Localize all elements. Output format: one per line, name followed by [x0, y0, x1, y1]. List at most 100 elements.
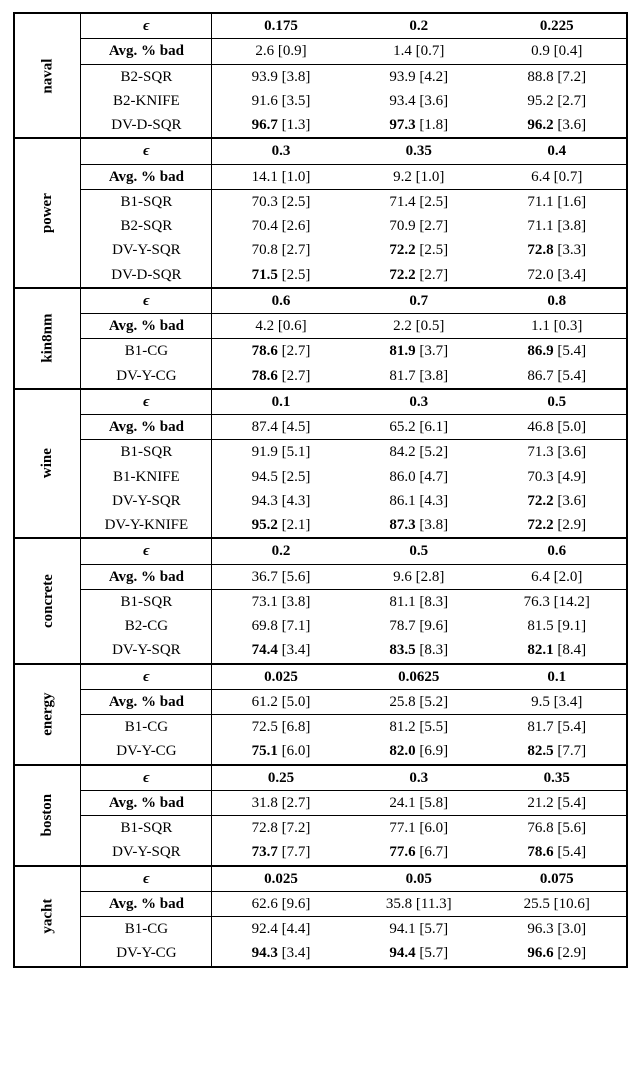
method-name: DV-D-SQR — [81, 263, 212, 288]
result-cell: 81.7 [3.8] — [350, 364, 488, 389]
result-cell: 82.5 [7.7] — [488, 739, 627, 764]
method-name: B1-CG — [81, 715, 212, 740]
avg-bad-value: 24.1 [5.8] — [350, 790, 488, 815]
result-cell: 72.0 [3.4] — [488, 263, 627, 288]
method-name: B1-SQR — [81, 440, 212, 465]
result-cell: 86.0 [4.7] — [350, 465, 488, 489]
eps-value: 0.5 — [350, 538, 488, 564]
result-cell: 75.1 [6.0] — [212, 739, 350, 764]
eps-value: 0.3 — [350, 389, 488, 415]
result-cell: 71.4 [2.5] — [350, 189, 488, 214]
result-cell: 81.5 [9.1] — [488, 614, 627, 638]
result-cell: 81.1 [8.3] — [350, 589, 488, 614]
result-cell: 76.3 [14.2] — [488, 589, 627, 614]
eps-value: 0.025 — [212, 664, 350, 690]
result-cell: 86.9 [5.4] — [488, 339, 627, 364]
method-name: DV-Y-SQR — [81, 638, 212, 663]
result-cell: 71.1 [1.6] — [488, 189, 627, 214]
result-cell: 78.6 [5.4] — [488, 840, 627, 865]
result-cell: 97.3 [1.8] — [350, 113, 488, 138]
dataset-label: wine — [14, 389, 81, 539]
result-cell: 88.8 [7.2] — [488, 64, 627, 89]
avg-bad-label: Avg. % bad — [81, 891, 212, 916]
avg-bad-value: 36.7 [5.6] — [212, 564, 350, 589]
avg-bad-value: 87.4 [4.5] — [212, 415, 350, 440]
eps-value: 0.0625 — [350, 664, 488, 690]
result-cell: 74.4 [3.4] — [212, 638, 350, 663]
eps-value: 0.3 — [350, 765, 488, 791]
eps-label: ϵ — [81, 866, 212, 892]
result-cell: 77.1 [6.0] — [350, 816, 488, 841]
result-cell: 78.6 [2.7] — [212, 339, 350, 364]
method-name: B2-KNIFE — [81, 89, 212, 113]
result-cell: 81.9 [3.7] — [350, 339, 488, 364]
eps-label: ϵ — [81, 664, 212, 690]
result-cell: 93.4 [3.6] — [350, 89, 488, 113]
result-cell: 94.4 [5.7] — [350, 941, 488, 966]
result-cell: 78.6 [2.7] — [212, 364, 350, 389]
eps-value: 0.1 — [488, 664, 627, 690]
eps-value: 0.2 — [350, 13, 488, 39]
avg-bad-value: 31.8 [2.7] — [212, 790, 350, 815]
avg-bad-value: 6.4 [0.7] — [488, 164, 627, 189]
result-cell: 72.8 [3.3] — [488, 238, 627, 262]
result-cell: 70.4 [2.6] — [212, 214, 350, 238]
eps-label: ϵ — [81, 389, 212, 415]
result-cell: 83.5 [8.3] — [350, 638, 488, 663]
method-name: B1-SQR — [81, 816, 212, 841]
avg-bad-value: 14.1 [1.0] — [212, 164, 350, 189]
eps-value: 0.1 — [212, 389, 350, 415]
eps-value: 0.225 — [488, 13, 627, 39]
result-cell: 95.2 [2.7] — [488, 89, 627, 113]
dataset-label: boston — [14, 765, 81, 866]
result-cell: 72.5 [6.8] — [212, 715, 350, 740]
eps-value: 0.175 — [212, 13, 350, 39]
avg-bad-label: Avg. % bad — [81, 415, 212, 440]
method-name: DV-Y-CG — [81, 941, 212, 966]
result-cell: 94.1 [5.7] — [350, 917, 488, 942]
dataset-label: kin8nm — [14, 288, 81, 389]
result-cell: 96.2 [3.6] — [488, 113, 627, 138]
avg-bad-label: Avg. % bad — [81, 314, 212, 339]
avg-bad-value: 25.5 [10.6] — [488, 891, 627, 916]
avg-bad-value: 2.2 [0.5] — [350, 314, 488, 339]
result-cell: 84.2 [5.2] — [350, 440, 488, 465]
result-cell: 82.1 [8.4] — [488, 638, 627, 663]
result-cell: 94.3 [4.3] — [212, 489, 350, 513]
eps-value: 0.05 — [350, 866, 488, 892]
result-cell: 96.7 [1.3] — [212, 113, 350, 138]
method-name: B2-SQR — [81, 214, 212, 238]
avg-bad-label: Avg. % bad — [81, 164, 212, 189]
eps-value: 0.6 — [212, 288, 350, 314]
eps-label: ϵ — [81, 288, 212, 314]
method-name: DV-Y-SQR — [81, 238, 212, 262]
avg-bad-value: 1.4 [0.7] — [350, 39, 488, 64]
dataset-label: power — [14, 138, 81, 288]
avg-bad-value: 35.8 [11.3] — [350, 891, 488, 916]
result-cell: 72.2 [2.5] — [350, 238, 488, 262]
avg-bad-label: Avg. % bad — [81, 790, 212, 815]
result-cell: 94.5 [2.5] — [212, 465, 350, 489]
result-cell: 95.2 [2.1] — [212, 513, 350, 538]
eps-value: 0.35 — [350, 138, 488, 164]
result-cell: 72.2 [3.6] — [488, 489, 627, 513]
result-cell: 77.6 [6.7] — [350, 840, 488, 865]
avg-bad-value: 46.8 [5.0] — [488, 415, 627, 440]
result-cell: 93.9 [3.8] — [212, 64, 350, 89]
eps-value: 0.3 — [212, 138, 350, 164]
avg-bad-label: Avg. % bad — [81, 39, 212, 64]
result-cell: 92.4 [4.4] — [212, 917, 350, 942]
result-cell: 86.7 [5.4] — [488, 364, 627, 389]
eps-value: 0.075 — [488, 866, 627, 892]
eps-label: ϵ — [81, 538, 212, 564]
method-name: B1-SQR — [81, 189, 212, 214]
avg-bad-value: 1.1 [0.3] — [488, 314, 627, 339]
result-cell: 70.3 [4.9] — [488, 465, 627, 489]
eps-label: ϵ — [81, 13, 212, 39]
result-cell: 91.6 [3.5] — [212, 89, 350, 113]
result-cell: 70.9 [2.7] — [350, 214, 488, 238]
method-name: DV-D-SQR — [81, 113, 212, 138]
eps-value: 0.35 — [488, 765, 627, 791]
avg-bad-value: 9.5 [3.4] — [488, 689, 627, 714]
result-cell: 76.8 [5.6] — [488, 816, 627, 841]
